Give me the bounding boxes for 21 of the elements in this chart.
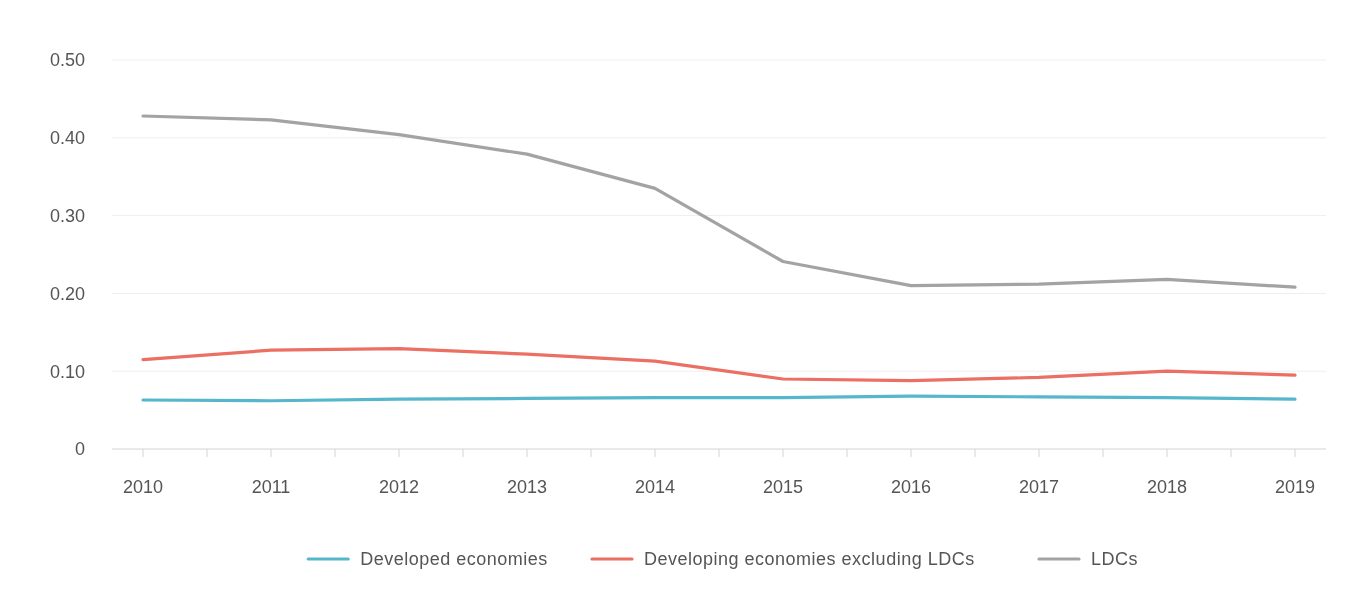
x-tick-label: 2013 bbox=[506, 477, 548, 497]
y-tick-label: 0.50 bbox=[49, 50, 85, 71]
x-tick-label: 2016 bbox=[890, 477, 932, 497]
y-tick-label: 0.20 bbox=[49, 283, 85, 304]
x-tick-label: 2010 bbox=[122, 477, 164, 497]
x-tick-label: 2011 bbox=[251, 477, 291, 497]
line-series bbox=[141, 347, 1297, 383]
x-tick-label: 2017 bbox=[1018, 477, 1060, 497]
legend-label: LDCs bbox=[1091, 549, 1139, 570]
y-tick-label: 0.10 bbox=[49, 361, 85, 382]
legend-label: Developed economies bbox=[360, 549, 548, 570]
y-tick-label: 0.40 bbox=[49, 128, 85, 149]
y-tick-label: 0 bbox=[74, 439, 85, 460]
x-tick-label: 2015 bbox=[762, 477, 804, 497]
x-tick-label: 2018 bbox=[1146, 477, 1188, 497]
line-series bbox=[141, 114, 1297, 289]
y-tick-label: 0.30 bbox=[49, 205, 85, 226]
x-tick-label: 2014 bbox=[634, 477, 676, 497]
legend-label: Developing economies excluding LDCs bbox=[644, 549, 975, 570]
x-tick-label: 2019 bbox=[1274, 477, 1316, 497]
x-tick-label: 2012 bbox=[378, 477, 420, 497]
